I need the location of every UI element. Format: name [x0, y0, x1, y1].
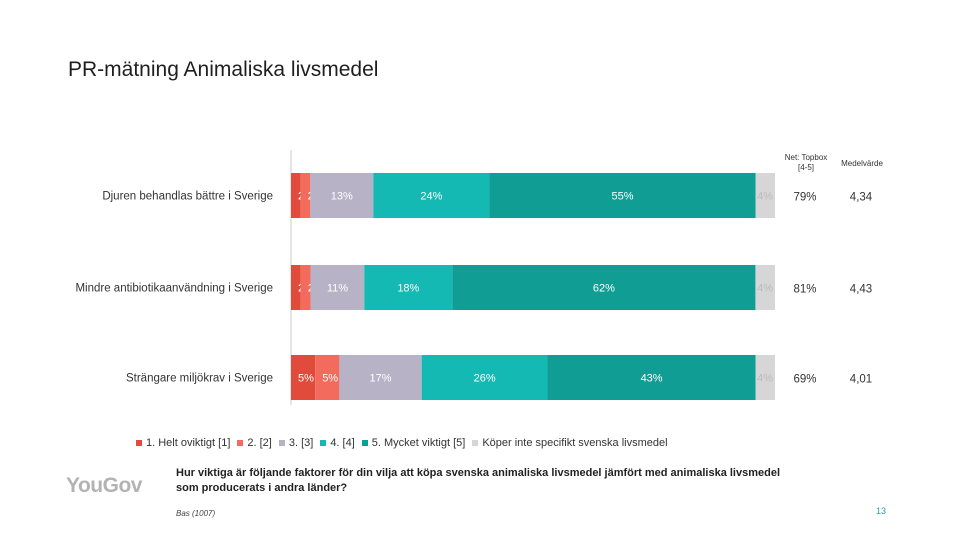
legend-label: 1. Helt oviktigt [1]	[146, 437, 231, 449]
yougov-logo: YouGov	[66, 474, 142, 497]
bar-segment	[300, 265, 311, 310]
mean-value: 4,34	[850, 192, 873, 204]
net-topbox-header: Net: Topbox [4-5]	[785, 153, 828, 172]
segment-label: 4%	[757, 191, 773, 203]
legend-swatch	[361, 440, 368, 446]
legend-item: 4. [4]	[320, 437, 355, 449]
page-title: PR-mätning Animaliska livsmedel	[68, 58, 379, 81]
legend-label: 2. [2]	[247, 437, 272, 449]
page-number: 13	[876, 506, 887, 516]
bar-segment	[421, 355, 548, 400]
legend-swatch	[136, 440, 142, 446]
bar-segment	[755, 355, 775, 400]
mean-header: Medelvärde	[841, 159, 883, 168]
segment-label: 24%	[420, 191, 442, 203]
legend-label: 5. Mycket viktigt [5]	[371, 437, 466, 449]
bar-segment	[300, 173, 311, 218]
legend-swatch	[472, 440, 479, 446]
bar-segment	[291, 173, 301, 218]
segment-label: 26%	[474, 373, 496, 385]
bar-segment	[291, 355, 316, 400]
bar-segment	[547, 355, 756, 400]
net-topbox-value: 79%	[793, 192, 816, 204]
mean-value: 4,01	[850, 374, 872, 386]
net-topbox-value: 81%	[793, 284, 816, 296]
legend-item: 1. Helt oviktigt [1]	[136, 437, 230, 449]
legend-label: 3. [3]	[288, 437, 314, 449]
bar-segment	[373, 173, 490, 218]
category-label: Strängare miljökrav i Sverige	[126, 373, 273, 385]
bar-segment	[364, 265, 453, 310]
segment-label: 5%	[298, 373, 314, 385]
legend-swatch	[278, 440, 285, 446]
legend-label: Köper inte specifikt svenska livsmedel	[482, 437, 668, 449]
bars-layer: Djuren behandlas bättre i Sverige2%2%13%…	[75, 150, 883, 405]
segment-label: 4%	[757, 283, 773, 295]
mean-value: 4,43	[850, 284, 872, 296]
legend-swatch	[237, 440, 244, 446]
bar-segment	[755, 265, 775, 310]
segment-label: 62%	[593, 283, 615, 295]
legend-item: 5. Mycket viktigt [5]	[361, 437, 466, 449]
bar-segment	[755, 173, 775, 218]
bar-segment	[291, 265, 301, 310]
legend: 1. Helt oviktigt [1] 2. [2] 3. [3] 4. [4] 5.…	[136, 437, 668, 449]
segment-label: 18%	[397, 283, 419, 295]
legend-label: 4. [4]	[330, 437, 355, 449]
bar-segment	[452, 265, 756, 310]
question-text: Hur viktiga är följande faktorer för din…	[176, 467, 781, 494]
segment-label: 13%	[331, 191, 353, 203]
bar-segment	[339, 355, 422, 400]
bar-segment	[489, 173, 756, 218]
category-label: Djuren behandlas bättre i Sverige	[102, 191, 273, 203]
legend-item: 2. [2]	[237, 437, 272, 449]
bar-segment	[310, 173, 374, 218]
base-note: Bas (1007)	[176, 509, 216, 518]
bar-segment	[315, 355, 340, 400]
net-topbox-value: 69%	[793, 374, 816, 386]
segment-label: 17%	[370, 373, 392, 385]
legend-swatch	[320, 440, 327, 446]
segment-label: 5%	[322, 373, 338, 385]
segment-label: 55%	[612, 191, 634, 203]
bar-segment	[310, 265, 365, 310]
segment-label: 11%	[327, 283, 348, 295]
legend-item: 3. [3]	[278, 437, 314, 449]
segment-label: 43%	[641, 373, 663, 385]
legend-item: Köper inte specifikt svenska livsmedel	[472, 437, 668, 449]
segment-label: 4%	[757, 373, 773, 385]
category-label: Mindre antibiotikaanvändning i Sverige	[75, 283, 273, 295]
